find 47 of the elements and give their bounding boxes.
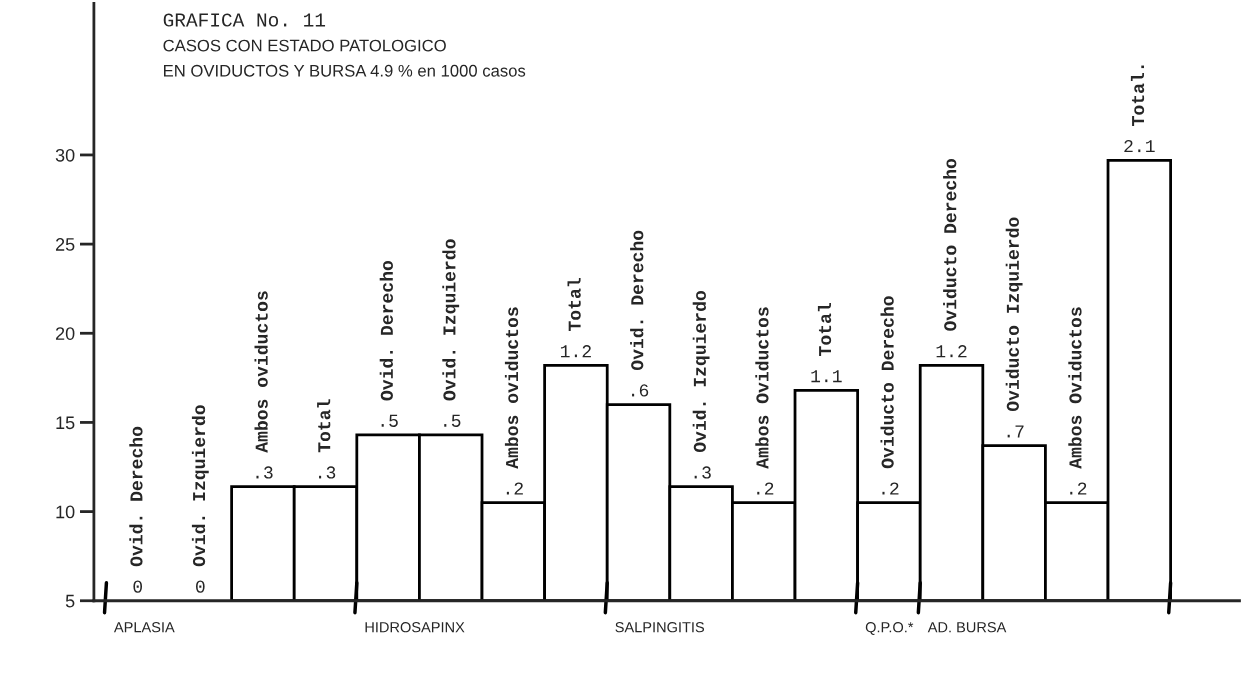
- annotation: 2.1: [1124, 140, 1155, 153]
- annotation: 1.2: [560, 345, 591, 358]
- text: SALPINGITIS: [615, 622, 705, 633]
- y-tick-label: 10: [56, 505, 75, 519]
- x-tick-label: Oviducto Derecho: [943, 158, 957, 331]
- x-tick-label: Ambos Oviductos: [755, 307, 769, 469]
- y-tick-label: 15: [56, 416, 75, 430]
- x-tick-label: Ambos oviductos: [504, 307, 519, 469]
- y-tick-label: 20: [55, 327, 75, 340]
- text: AD. BURSA: [927, 622, 1007, 633]
- annotation: .2: [882, 482, 899, 495]
- chart-title: GRAFICA No. 11: [163, 13, 326, 27]
- y-tick-label: 25: [55, 238, 75, 251]
- annotation: 1.2: [936, 345, 967, 358]
- x-tick-label: Ambos oviductos: [254, 291, 268, 453]
- x-tick-label: Ovid. Izquierdo: [442, 239, 460, 401]
- text: APLASIA: [113, 622, 175, 633]
- annotation: 0: [133, 580, 143, 593]
- x-tick-label: Total: [567, 278, 581, 331]
- text: Q.P.O.*: [865, 622, 914, 635]
- annotation: .2: [757, 482, 774, 495]
- x-tick-label: Oviducto Derecho: [880, 296, 894, 469]
- annotation: .3: [319, 466, 336, 479]
- y-tick-label: 30: [55, 148, 75, 162]
- annotation: .2: [1070, 482, 1087, 495]
- annotation: .7: [1007, 425, 1024, 438]
- annotation: .5: [381, 414, 398, 427]
- annotation: .2: [506, 482, 523, 495]
- x-tick-label: Oviducto Izquierdo: [1005, 217, 1023, 412]
- x-tick-label: Ovid. Derecho: [379, 260, 393, 401]
- x-tick-label: Ambos Oviductos: [1068, 307, 1082, 469]
- annotation: 1.1: [811, 370, 842, 383]
- x-tick-label: Ovid. Izquierdo: [191, 405, 209, 567]
- annotation: .3: [256, 466, 273, 479]
- annotation: .3: [694, 466, 711, 479]
- x-tick-label: Total: [817, 303, 832, 356]
- annotation: .5: [444, 414, 461, 427]
- y-tick-label: 5: [65, 594, 75, 608]
- x-tick-label: Total: [317, 399, 331, 453]
- x-tick-label: Total.: [1130, 65, 1145, 126]
- text: HIDROSAPINX: [365, 622, 465, 633]
- x-tick-label: Ovid. Derecho: [129, 426, 143, 567]
- annotation: .6: [632, 384, 649, 397]
- text: CASOS CON ESTADO PATOLOGICO EN OVIDUCTOS Y BURSA 4.9 % en 1000 casos: [163, 39, 526, 77]
- x-tick-label: Ovid. Derecho: [630, 230, 644, 371]
- annotation: 0: [196, 580, 205, 593]
- x-tick-label: Ovid. Izquierdo: [692, 291, 710, 453]
